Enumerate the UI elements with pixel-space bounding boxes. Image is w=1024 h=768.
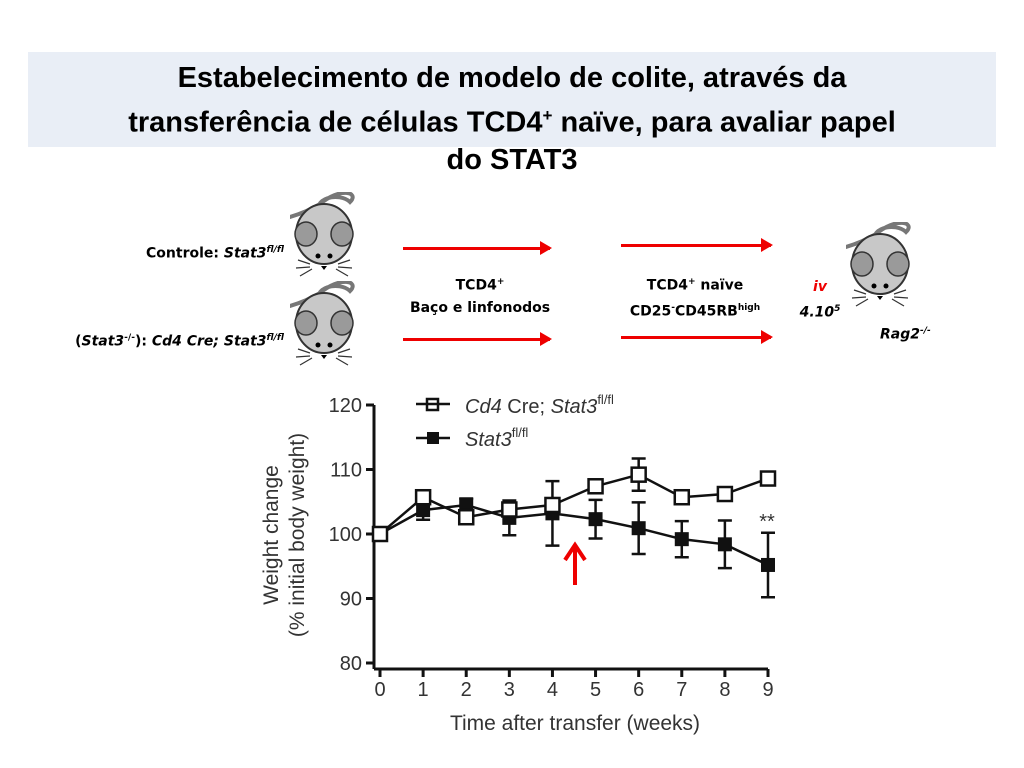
data-point-cd4cre <box>759 470 777 487</box>
x-tick-label: 0 <box>374 679 385 701</box>
title-background <box>28 52 996 147</box>
data-point-stat3 <box>459 497 474 512</box>
red-arrow-icon <box>621 330 773 344</box>
y-tick-label: 120 <box>329 395 362 417</box>
data-point-stat3 <box>674 532 689 547</box>
recipient-sup: -/- <box>920 326 931 336</box>
data-point-cd4cre <box>414 488 432 506</box>
recipient-label: Rag2-/- <box>880 326 931 343</box>
step2-text: TCD4 <box>646 277 688 294</box>
title-sup: + <box>542 106 553 125</box>
control-sup: fl/fl <box>266 245 284 255</box>
step2-text: CD45RB <box>674 303 738 320</box>
legend-label-cd4cre: Cd4 Cre; Stat3fl/fl <box>465 392 614 418</box>
step2-sup: + <box>687 277 696 287</box>
control-gene: Stat3 <box>223 245 267 262</box>
weight-change-chart: 80 90 100 110 120 0 1 2 3 4 5 6 7 8 9 Time after trans… <box>260 392 777 735</box>
dose-label: 4.10 <box>799 304 835 321</box>
y-tick-label: 80 <box>340 653 362 675</box>
dose-sup: 5 <box>834 304 841 314</box>
x-tick-label: 4 <box>547 679 558 701</box>
step1-line1: TCD4+ <box>380 271 580 297</box>
data-point-cd4cre <box>544 496 561 514</box>
knockout-label: (Stat3-/-): Cd4 Cre; Stat3fl/fl <box>75 333 284 350</box>
step2-sup: - <box>671 302 675 313</box>
y-axis-label-line2: (% initial body weight) <box>286 433 309 637</box>
legend: Cd4 Cre; Stat3fl/fl Stat3fl/fl <box>416 392 614 451</box>
title-text: naïve, para avaliar papel <box>552 106 896 139</box>
x-tick-label: 2 <box>461 679 472 701</box>
x-tick-label: 7 <box>676 679 687 701</box>
ko-genotype-sup: fl/fl <box>266 333 284 343</box>
data-point-cd4cre <box>371 525 389 543</box>
ko-genotype: Cd4 Cre; Stat3 <box>151 333 267 350</box>
x-tick-label: 3 <box>504 679 515 701</box>
data-point-cd4cre <box>587 478 604 495</box>
ko-gene: Stat3 <box>81 333 125 350</box>
step2-text: naïve <box>695 277 744 294</box>
title-line-1: Estabelecimento de modelo de colite, atr… <box>177 62 847 94</box>
x-axis-label: Time after transfer (weeks) <box>450 712 700 735</box>
x-tick-label: 8 <box>719 679 730 701</box>
route-label: iv <box>813 279 827 295</box>
data-point-cd4cre <box>630 466 647 483</box>
data-point-stat3 <box>416 503 431 518</box>
red-up-arrow-icon <box>563 541 587 585</box>
data-point-cd4cre <box>457 508 475 526</box>
data-point-cd4cre <box>716 485 734 503</box>
control-label: Controle: Stat3fl/fl <box>146 245 284 262</box>
y-axis-label-line1: Weight change <box>260 465 283 605</box>
ko-open: ( <box>75 333 82 350</box>
ko-sup: -/- <box>124 333 135 343</box>
step1-text: TCD4 <box>455 277 497 294</box>
step1-line2: Baço e linfonodos <box>409 299 551 316</box>
recipient-text: Rag2 <box>880 326 920 343</box>
title-line-2: transferência de células TCD4+ naïve, pa… <box>0 97 1024 142</box>
step2-label: TCD4+ naïve CD25-CD45RBhigh <box>595 271 795 322</box>
x-tick-label: 9 <box>762 679 773 701</box>
data-point-stat3 <box>631 521 646 536</box>
data-point-cd4cre <box>501 501 518 518</box>
x-tick-label: 5 <box>590 679 601 701</box>
y-tick-label: 90 <box>340 589 362 611</box>
ko-close: ): <box>134 333 152 350</box>
data-point-stat3 <box>717 537 732 552</box>
step2-sup: high <box>737 302 761 313</box>
red-arrow-icon <box>621 238 773 252</box>
x-tick-label: 1 <box>418 679 429 701</box>
red-arrow-icon <box>403 241 552 255</box>
x-tick-label: 6 <box>633 679 644 701</box>
data-point-stat3 <box>588 512 603 527</box>
title-line-3: do STAT3 <box>446 143 578 176</box>
y-tick-label: 110 <box>330 460 362 482</box>
step1-label: TCD4+ Baço e linfonodos <box>380 271 580 319</box>
red-arrow-icon <box>403 332 552 346</box>
series-line-cd4cre <box>379 473 769 535</box>
step2-line2: CD25-CD45RBhigh <box>595 297 795 323</box>
y-tick-label: 100 <box>329 524 362 546</box>
data-point-stat3 <box>761 557 775 572</box>
step2-text: CD25 <box>629 303 672 320</box>
legend-label-stat3: Stat3fl/fl <box>465 425 528 451</box>
title-text: transferência de células TCD4 <box>128 106 543 139</box>
step1-sup: + <box>496 277 505 287</box>
slide-title: Estabelecimento de modelo de colite, atr… <box>0 60 1024 179</box>
knockout-mouse-icon <box>290 281 355 367</box>
step2-line1: TCD4+ naïve <box>595 271 795 297</box>
injection-label: iv 4.105 <box>780 276 860 324</box>
data-point-cd4cre <box>673 488 691 506</box>
control-prefix: Controle: <box>146 245 224 262</box>
control-mouse-icon <box>290 192 355 278</box>
significance-annotation: ** <box>759 511 775 533</box>
